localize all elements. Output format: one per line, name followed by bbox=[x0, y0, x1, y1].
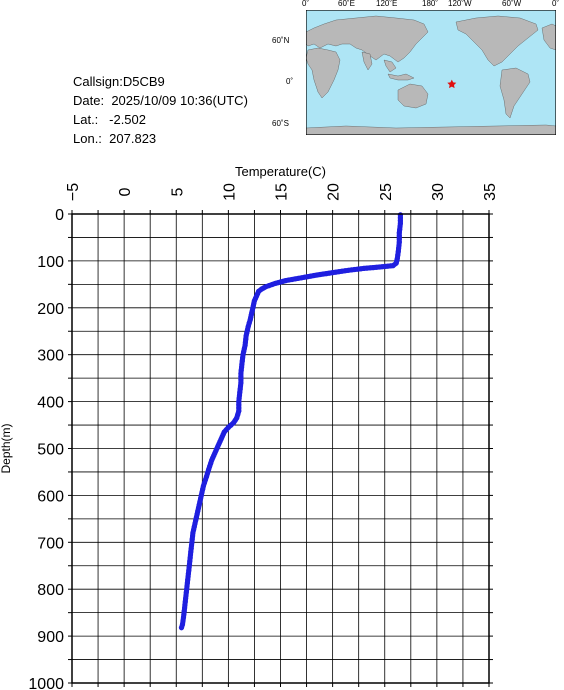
x-tick-label: 30 bbox=[430, 183, 447, 201]
map-land-indonesia bbox=[387, 73, 415, 81]
chart-ticks: −5 0 5 10 15 20 25 30 35010020030040050060070080… bbox=[28, 183, 499, 690]
x-tick-label: 10 bbox=[221, 183, 238, 201]
map-longitude-labels: 0˚ 60˚E 120˚E 180˚ 120˚W 60˚W 0˚ bbox=[296, 0, 564, 10]
chart-series bbox=[178, 212, 403, 631]
map-lon-tick-label: 120˚E bbox=[376, 0, 398, 8]
date-row: Date: 2025/10/09 10:36(UTC) bbox=[73, 91, 248, 110]
x-tick-label: 20 bbox=[326, 183, 343, 201]
map-land-india-sea bbox=[361, 51, 397, 73]
map-lon-tick-label: 60˚W bbox=[502, 0, 522, 8]
lat-row: Lat.: -2.502 bbox=[73, 110, 248, 129]
station-info: Callsign:D5CB9 Date: 2025/10/09 10:36(UT… bbox=[73, 72, 248, 148]
x-tick-label: 5 bbox=[169, 187, 186, 196]
date-label: Date: bbox=[73, 93, 105, 108]
lat-value: -2.502 bbox=[109, 112, 147, 127]
map-lon-tick-label: 180˚ bbox=[422, 0, 439, 8]
x-tick-label: −5 bbox=[65, 183, 82, 201]
x-tick-label: 25 bbox=[378, 183, 395, 201]
map-land-north-america bbox=[455, 15, 539, 67]
x-tick-label: 0 bbox=[117, 187, 134, 196]
callsign-label: Callsign: bbox=[73, 74, 123, 89]
lon-label: Lon.: bbox=[73, 131, 102, 146]
y-tick-label: 1000 bbox=[28, 676, 64, 690]
map-lat-tick-label: 60˚S bbox=[272, 119, 289, 128]
y-tick-label: 600 bbox=[37, 488, 64, 505]
y-tick-label: 500 bbox=[37, 442, 64, 459]
lon-row: Lon.: 207.823 bbox=[73, 129, 248, 148]
map-lat-tick-label: 60˚N bbox=[272, 36, 290, 45]
map-lon-tick-label: 0˚ bbox=[552, 0, 560, 8]
x-tick-label: 35 bbox=[482, 183, 499, 201]
station-marker-icon bbox=[447, 79, 457, 89]
y-tick-label: 700 bbox=[37, 535, 64, 552]
y-tick-label: 0 bbox=[55, 207, 64, 224]
data-point bbox=[178, 625, 185, 631]
map-land-south-america bbox=[499, 67, 531, 119]
plot-frame bbox=[71, 213, 490, 684]
y-tick-label: 100 bbox=[37, 254, 64, 271]
map-lon-tick-label: 60˚E bbox=[338, 0, 355, 8]
y-axis-label: Depth(m) bbox=[0, 423, 13, 473]
date-value: 2025/10/09 10:36(UTC) bbox=[111, 93, 248, 108]
map-land-eurasia bbox=[306, 15, 429, 63]
callsign-row: Callsign:D5CB9 bbox=[73, 72, 248, 91]
y-tick-label: 900 bbox=[37, 629, 64, 646]
y-tick-label: 300 bbox=[37, 348, 64, 365]
y-tick-label: 800 bbox=[37, 582, 64, 599]
lat-label: Lat.: bbox=[73, 112, 99, 127]
callsign-value: D5CB9 bbox=[122, 74, 165, 89]
x-axis-label: Temperature(C) bbox=[235, 164, 326, 179]
map-lon-tick-label: 120˚W bbox=[448, 0, 472, 8]
map-land-europe-right bbox=[541, 23, 556, 51]
map-land-africa bbox=[306, 47, 341, 99]
map-lat-tick-label: 0˚ bbox=[286, 77, 294, 86]
map-land-australia bbox=[397, 83, 429, 109]
lon-value: 207.823 bbox=[109, 131, 157, 146]
map-lon-tick-label: 0˚ bbox=[302, 0, 310, 8]
location-map bbox=[306, 10, 556, 135]
map-land-antarctica bbox=[306, 124, 556, 135]
y-tick-label: 400 bbox=[37, 395, 64, 412]
x-tick-label: 15 bbox=[274, 183, 291, 201]
y-tick-label: 200 bbox=[37, 301, 64, 318]
